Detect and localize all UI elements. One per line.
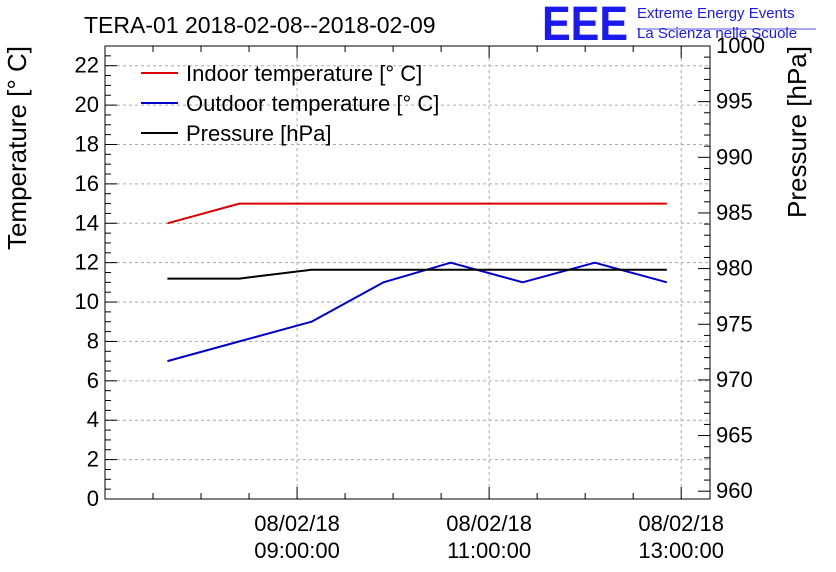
eee-logo: EEE Extreme Energy Events La Scienza nel… — [542, 0, 816, 51]
indoor-temperature-line — [167, 202, 667, 225]
y2-tick-label: 975 — [716, 311, 753, 336]
x-tick-label-time: 09:00:00 — [254, 538, 340, 563]
y-tick-label: 20 — [75, 92, 99, 117]
y-tick-label: 8 — [87, 328, 99, 353]
y-tick-label: 16 — [75, 171, 99, 196]
legend-label-indoor: Indoor temperature [° C] — [186, 61, 422, 86]
series-layer — [167, 202, 668, 363]
eee-logo-letters: EEE — [542, 0, 628, 51]
legend-label-pressure: Pressure [hPa] — [186, 121, 332, 146]
y-tick-label: 4 — [87, 407, 99, 432]
y2-tick-label: 960 — [716, 478, 753, 503]
y-tick-label: 12 — [75, 250, 99, 275]
grid — [105, 46, 710, 499]
y2-tick-label: 970 — [716, 367, 753, 392]
y-tick-label: 18 — [75, 131, 99, 156]
y2-tick-label: 985 — [716, 200, 753, 225]
y2-tick-label: 980 — [716, 256, 753, 281]
outdoor-temperature-line — [167, 261, 668, 363]
chart-title: TERA-01 2018-02-08--2018-02-09 — [84, 12, 436, 38]
y2-tick-label: 1000 — [716, 33, 765, 58]
x-tick-label-time: 13:00:00 — [638, 538, 724, 563]
y-tick-label: 0 — [87, 486, 99, 511]
pressure-line — [167, 268, 667, 280]
y2-tick-label: 965 — [716, 423, 753, 448]
x-tick-label-date: 08/02/18 — [638, 511, 724, 536]
axis-ticks — [105, 45, 710, 500]
y2-tick-label: 995 — [716, 89, 753, 114]
legend-label-outdoor: Outdoor temperature [° C] — [186, 91, 439, 116]
x-tick-label-time: 11:00:00 — [447, 538, 531, 563]
eee-logo-line1: Extreme Energy Events — [637, 5, 795, 22]
legend: Indoor temperature [° C] Outdoor tempera… — [141, 61, 439, 146]
y2-axis-label: Pressure [hPa] — [782, 46, 812, 218]
y-tick-label: 2 — [87, 447, 99, 472]
y-tick-label: 6 — [87, 368, 99, 393]
eee-logo-line2: La Scienza nelle Scuole — [637, 25, 797, 42]
y-tick-label: 10 — [75, 289, 99, 314]
y-tick-label: 14 — [75, 210, 99, 235]
y2-tick-label: 990 — [716, 144, 753, 169]
x-tick-label-date: 08/02/18 — [254, 511, 340, 536]
y-tick-label: 22 — [75, 53, 99, 78]
y-axis-label: Temperature [° C] — [2, 46, 32, 250]
x-tick-label-date: 08/02/18 — [446, 511, 532, 536]
axis-tick-labels: 0 2 4 6 8 10 12 14 16 18 20 22 960 965 970 975 980 985 990… — [75, 33, 765, 563]
